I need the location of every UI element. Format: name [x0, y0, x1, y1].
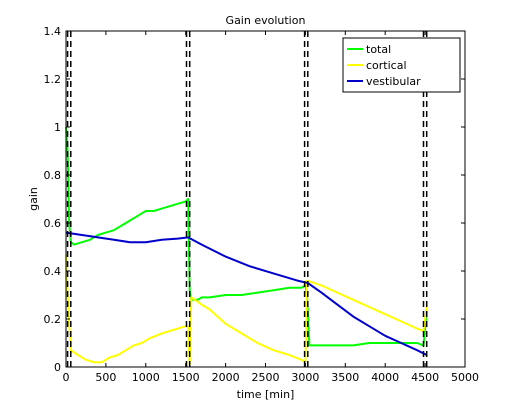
legend-label-cortical: cortical [366, 59, 407, 72]
x-tick-label: 3000 [291, 371, 319, 384]
legend-label-total: total [366, 43, 391, 56]
x-tick-label: 0 [63, 371, 70, 384]
x-tick-label: 1000 [132, 371, 160, 384]
legend: total cortical vestibular [342, 37, 461, 93]
x-axis-label: time [min] [237, 388, 295, 401]
x-tick-label: 2000 [212, 371, 240, 384]
x-tick-label: 2500 [252, 371, 280, 384]
y-tick-label: 0.4 [44, 265, 62, 278]
y-tick-label: 1 [54, 121, 61, 134]
y-tick-label: 1.2 [44, 73, 62, 86]
y-axis-ticks: 0 0.2 0.4 0.6 0.8 1 1.2 1.4 [44, 25, 465, 374]
x-tick-label: 4000 [371, 371, 399, 384]
y-tick-label: 0.8 [44, 169, 62, 182]
y-tick-label: 1.4 [44, 25, 62, 38]
x-axis-ticks: 0 500 1000 1500 2000 2500 3000 3500 4000 4500 5000 [63, 31, 479, 384]
series-line-cortical [65, 254, 428, 366]
x-tick-label: 4500 [411, 371, 439, 384]
y-tick-label: 0.2 [44, 313, 62, 326]
x-tick-label: 500 [95, 371, 116, 384]
chart-title: Gain evolution [226, 14, 306, 27]
series-line-vestibular [65, 231, 428, 356]
x-tick-label: 5000 [451, 371, 479, 384]
y-axis-label: gain [27, 187, 40, 211]
legend-label-vestibular: vestibular [366, 75, 421, 88]
x-tick-label: 3500 [331, 371, 359, 384]
y-tick-label: 0 [54, 361, 61, 374]
series-layer [65, 126, 428, 366]
y-tick-label: 0.6 [44, 217, 62, 230]
x-tick-label: 1500 [172, 371, 200, 384]
